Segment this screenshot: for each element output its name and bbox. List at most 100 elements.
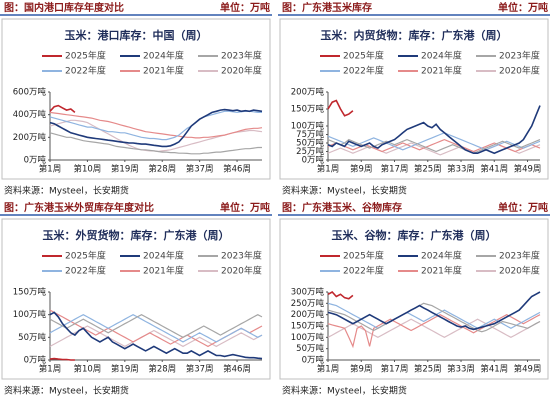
x-tick-label: 第33周	[447, 364, 475, 375]
y-tick-label: 200万吨	[13, 132, 47, 143]
chart-frame	[279, 18, 549, 180]
series-line	[49, 311, 263, 360]
unit: 单位：万吨	[498, 1, 548, 14]
y-tick-label: 25万吨	[296, 146, 324, 157]
x-tick-label: 第19周	[111, 364, 139, 375]
series-line	[49, 325, 263, 348]
y-tick-label: 50万吨	[296, 138, 324, 149]
legend-label: 2025年度	[65, 50, 106, 62]
series-line	[327, 99, 354, 117]
x-tick-label: 第25周	[414, 164, 442, 175]
unit: 单位：万吨	[498, 201, 548, 214]
y-tick-label: 0万吨	[24, 155, 47, 166]
legend-label: 2024年度	[143, 50, 184, 62]
chart-title: 玉米、谷物：库存：广东港（周）	[332, 228, 497, 242]
legend-label: 2022年度	[65, 65, 106, 77]
chart-frame	[279, 218, 549, 380]
x-tick-label: 第49周	[514, 364, 542, 375]
x-tick-label: 第41周	[480, 164, 508, 175]
x-tick-label: 第1周	[317, 364, 339, 375]
x-tick-label: 第9周	[350, 164, 372, 175]
unit: 单位：万吨	[220, 201, 270, 214]
legend-label: 2025年度	[343, 50, 384, 62]
caption: 图：国内港口库存年度对比	[4, 1, 124, 14]
legend-label: 2022年度	[65, 265, 106, 277]
source: 资料来源：Mysteel，长安期货	[282, 385, 407, 397]
legend-label: 2021年度	[143, 65, 184, 77]
series-line	[49, 111, 263, 139]
y-tick-label: 100万吨	[291, 121, 325, 132]
caption: 图：广东港玉米、谷物库存	[282, 201, 402, 214]
y-tick-label: 150万吨	[291, 104, 325, 115]
y-tick-label: 50万吨	[18, 332, 46, 343]
legend-label: 2020年度	[221, 65, 262, 77]
legend-label: 2023年度	[221, 250, 262, 262]
chart-title: 玉米：外贸货物：库存：广东港（周）	[43, 228, 230, 242]
legend-label: 2025年度	[65, 250, 106, 262]
legend-label: 2023年度	[221, 50, 262, 62]
series-line	[49, 314, 263, 343]
y-tick-label: 200万吨	[291, 309, 325, 320]
x-tick-label: 第46周	[223, 164, 251, 175]
legend-label: 2020年度	[499, 65, 540, 77]
series-line	[327, 302, 541, 333]
x-tick-label: 第17周	[381, 364, 409, 375]
source: 资料来源：Mysteel，长安期货	[4, 185, 129, 197]
y-tick-label: 0万吨	[302, 355, 325, 366]
series-line	[327, 105, 541, 155]
legend-label: 2021年度	[143, 265, 184, 277]
y-tick-label: 150万吨	[291, 321, 325, 332]
series-line	[49, 357, 75, 361]
legend-label: 2024年度	[143, 250, 184, 262]
series-line	[49, 110, 262, 141]
y-tick-label: 600万吨	[13, 87, 47, 98]
legend-label: 2024年度	[421, 250, 462, 262]
caption: 图：广东港玉米外贸库存年度对比	[4, 201, 154, 214]
series-line	[49, 104, 76, 114]
legend-label: 2020年度	[221, 265, 262, 277]
legend-label: 2022年度	[343, 265, 384, 277]
x-tick-label: 第17周	[381, 164, 409, 175]
x-tick-label: 第10周	[73, 364, 101, 375]
x-tick-label: 第25周	[414, 364, 442, 375]
legend-label: 2023年度	[499, 250, 540, 262]
y-tick-label: 250万吨	[291, 298, 325, 309]
y-tick-label: 200万吨	[291, 87, 325, 98]
x-tick-label: 第41周	[480, 364, 508, 375]
caption: 图：广东港玉米库存	[282, 1, 372, 14]
y-tick-label: 75万吨	[296, 129, 324, 140]
legend-label: 2021年度	[421, 265, 462, 277]
x-tick-label: 第9周	[350, 364, 372, 375]
x-tick-label: 第19周	[111, 164, 139, 175]
x-tick-label: 第1周	[39, 164, 61, 175]
series-line	[327, 302, 541, 329]
y-tick-label: 100万吨	[291, 332, 325, 343]
series-line	[49, 132, 262, 155]
source: 资料来源：Mysteel，长安期货	[282, 185, 407, 197]
x-tick-label: 第10周	[73, 164, 101, 175]
series-line	[327, 291, 541, 331]
legend-label: 2025年度	[343, 250, 384, 262]
series-line	[327, 314, 541, 349]
series-line	[327, 318, 541, 338]
chart-title: 玉米：港口库存：中国（周）	[65, 28, 208, 42]
x-tick-label: 第37周	[186, 164, 214, 175]
legend-label: 2023年度	[499, 50, 540, 62]
series-line	[327, 290, 354, 300]
x-tick-label: 第1周	[39, 364, 61, 375]
x-tick-label: 第46周	[223, 364, 251, 375]
y-tick-label: 300万吨	[291, 287, 325, 298]
chart-frame	[1, 18, 271, 180]
y-tick-label: 0万吨	[24, 355, 47, 366]
chart-title: 玉米：内贸货物：库存：广东港（周）	[321, 28, 508, 42]
legend-label: 2020年度	[499, 265, 540, 277]
x-tick-label: 第1周	[317, 164, 339, 175]
y-tick-label: 150万吨	[13, 287, 47, 298]
y-tick-label: 100万吨	[13, 309, 47, 320]
y-tick-label: 400万吨	[13, 109, 47, 120]
source: 资料来源：Mysteel，长安期货	[4, 385, 129, 397]
x-tick-label: 第33周	[447, 164, 475, 175]
unit: 单位：万吨	[220, 1, 270, 14]
y-tick-label: 0万吨	[302, 155, 325, 166]
